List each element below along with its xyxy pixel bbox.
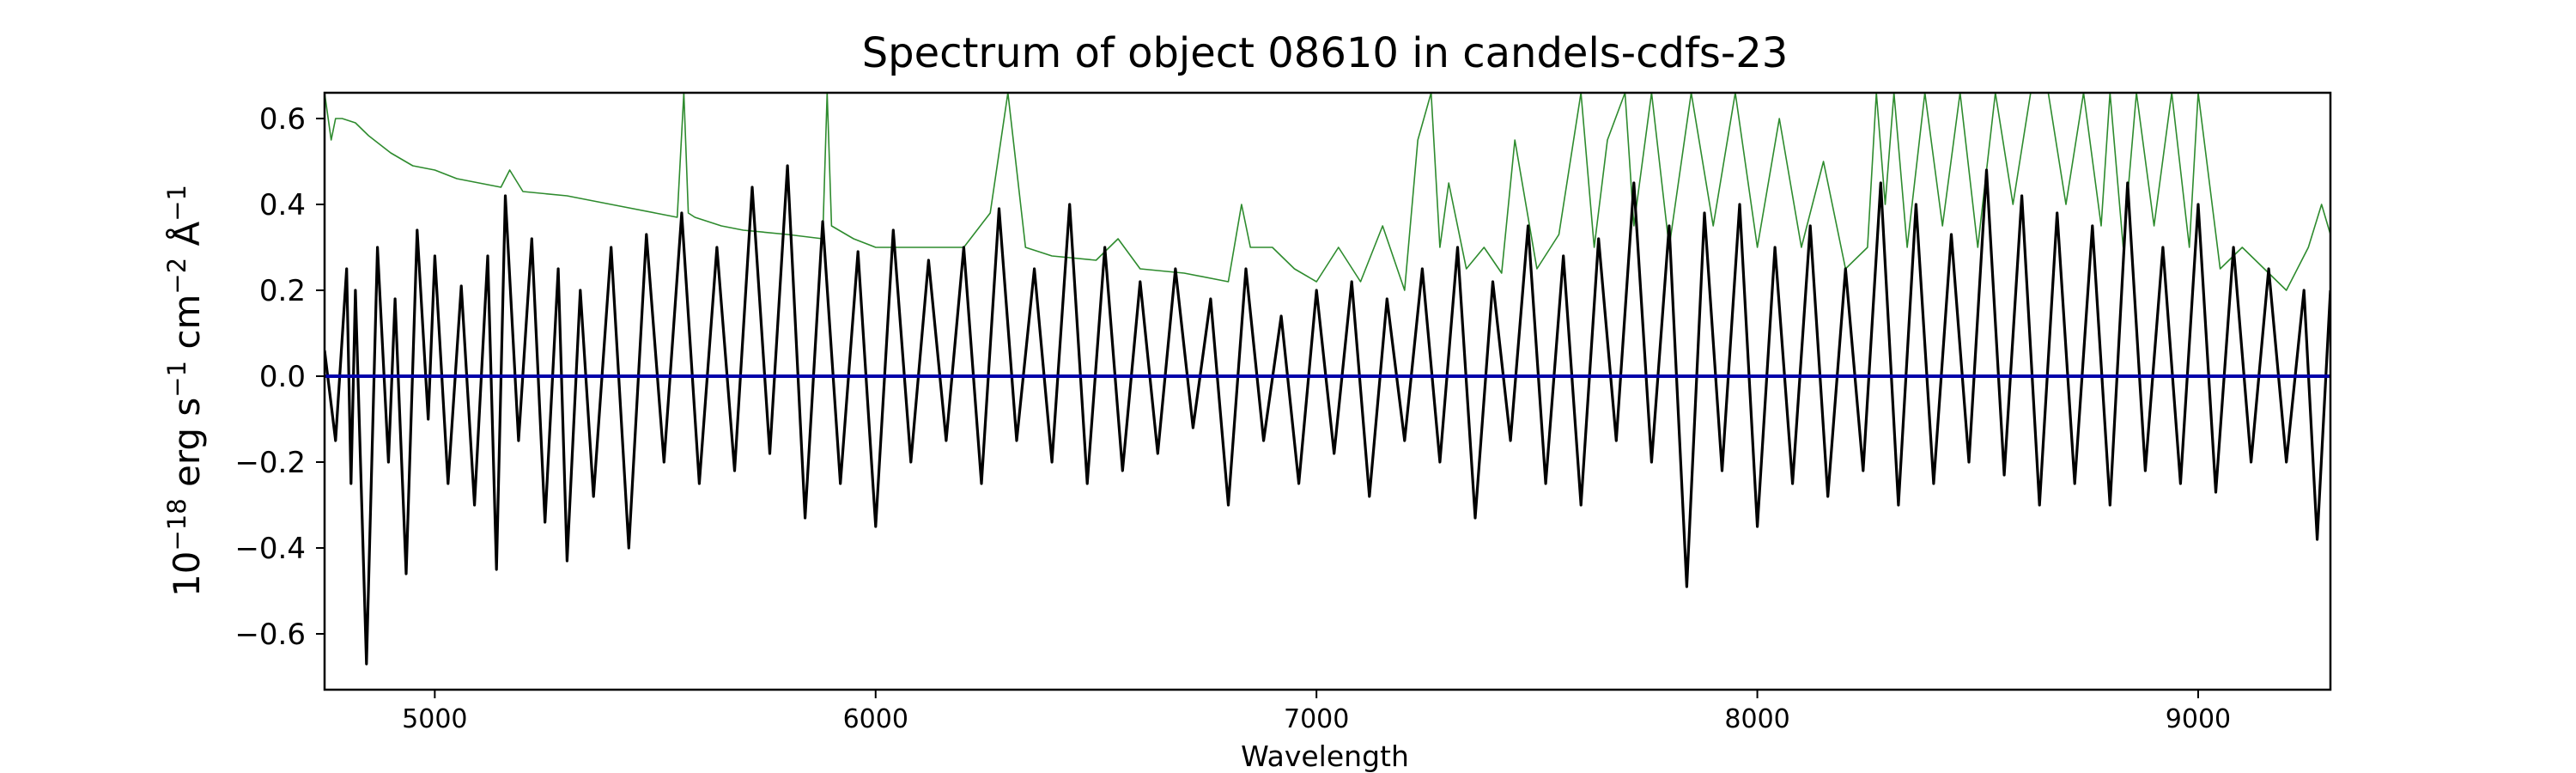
y-label-exp2: −1 <box>162 361 191 398</box>
y-label-exp1: −18 <box>162 498 191 551</box>
y-label-base: 10 <box>166 551 208 597</box>
y-label-erg: erg s <box>166 398 208 499</box>
x-tick-label: 5000 <box>402 704 467 734</box>
x-axis-label: Wavelength <box>1241 740 1409 773</box>
y-label-exp3: −2 <box>162 258 191 295</box>
y-tick-label: −0.4 <box>234 532 306 566</box>
y-axis-label: 10−18 erg s−1 cm−2 Å−1 <box>162 185 208 597</box>
y-tick-label: 0.6 <box>259 102 306 137</box>
y-label-ang: Å <box>165 222 208 258</box>
plot-frame <box>323 91 2332 691</box>
x-tick-label: 9000 <box>2166 704 2231 734</box>
y-tick-label: −0.6 <box>234 618 306 652</box>
x-tick-label: 8000 <box>1724 704 1789 734</box>
flux-series-line <box>325 164 2330 666</box>
chart-title: Spectrum of object 08610 in candels-cdfs… <box>862 29 1789 77</box>
y-tick-label: −0.2 <box>234 446 306 480</box>
x-tick-label: 6000 <box>843 704 908 734</box>
y-label-cm: cm <box>166 295 208 361</box>
y-tick-label: 0.0 <box>259 360 306 394</box>
y-axis: −0.6 −0.4 −0.2 0.0 0.2 0.4 0.6 <box>234 102 325 652</box>
x-axis: 5000 6000 7000 8000 9000 <box>402 690 2231 734</box>
y-tick-label: 0.4 <box>259 188 306 222</box>
y-tick-label: 0.2 <box>259 274 306 308</box>
x-tick-label: 7000 <box>1284 704 1349 734</box>
plot-area <box>325 93 2330 666</box>
y-label-exp4: −1 <box>162 185 191 222</box>
error-series-line <box>325 93 2330 291</box>
